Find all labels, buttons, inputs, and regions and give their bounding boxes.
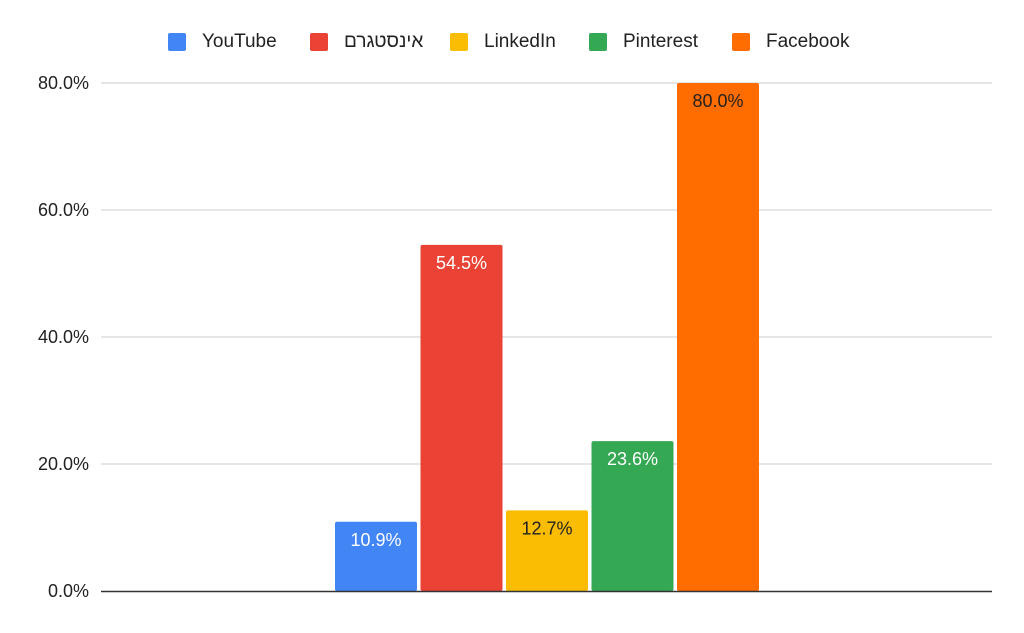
bar-data-label: 80.0% [692,91,743,111]
gridlines [101,82,992,465]
legend-swatch-linkedin [450,33,468,51]
bar [506,510,588,591]
legend-swatch-pinterest [589,33,607,51]
legend-label-youtube: YouTube [202,31,277,52]
y-tick-label: 60.0% [38,200,89,220]
bar [420,244,503,592]
bar [591,441,674,591]
y-axis-ticks: 0.0% 20.0% 40.0% 60.0% 80.0% [38,73,89,601]
legend-label-instagram: אינסטגרם [344,31,424,52]
bar-data-label: 10.9% [350,530,401,550]
y-tick-label: 0.0% [48,581,89,601]
legend-label-linkedin: LinkedIn [484,31,556,52]
legend-item-youtube: YouTube [168,29,277,55]
bar-data-label: 54.5% [436,253,487,273]
y-tick-label: 20.0% [38,454,89,474]
bar [335,521,417,591]
legend-item-linkedin: LinkedIn [450,29,556,55]
legend-item-pinterest: Pinterest [589,29,698,55]
legend-swatch-youtube [168,33,186,51]
bar-data-label: 23.6% [607,449,658,469]
legend-item-instagram: אינסטגרם [310,29,423,55]
legend-swatch-facebook [732,33,750,51]
legend-label-facebook: Facebook [766,31,850,52]
chart-legend: YouTube אינסטגרם LinkedIn Pinterest Face… [0,29,1024,55]
bar-data-label: 12.7% [521,518,572,538]
legend-label-pinterest: Pinterest [623,31,698,52]
legend-item-facebook: Facebook [732,29,849,55]
data-labels: 10.9% 54.5% 12.7% 23.6% 80.0% [350,91,743,550]
y-tick-label: 80.0% [38,73,89,93]
bar [677,83,759,591]
bars [335,83,759,592]
y-tick-label: 40.0% [38,327,89,347]
legend-swatch-instagram [310,33,328,51]
